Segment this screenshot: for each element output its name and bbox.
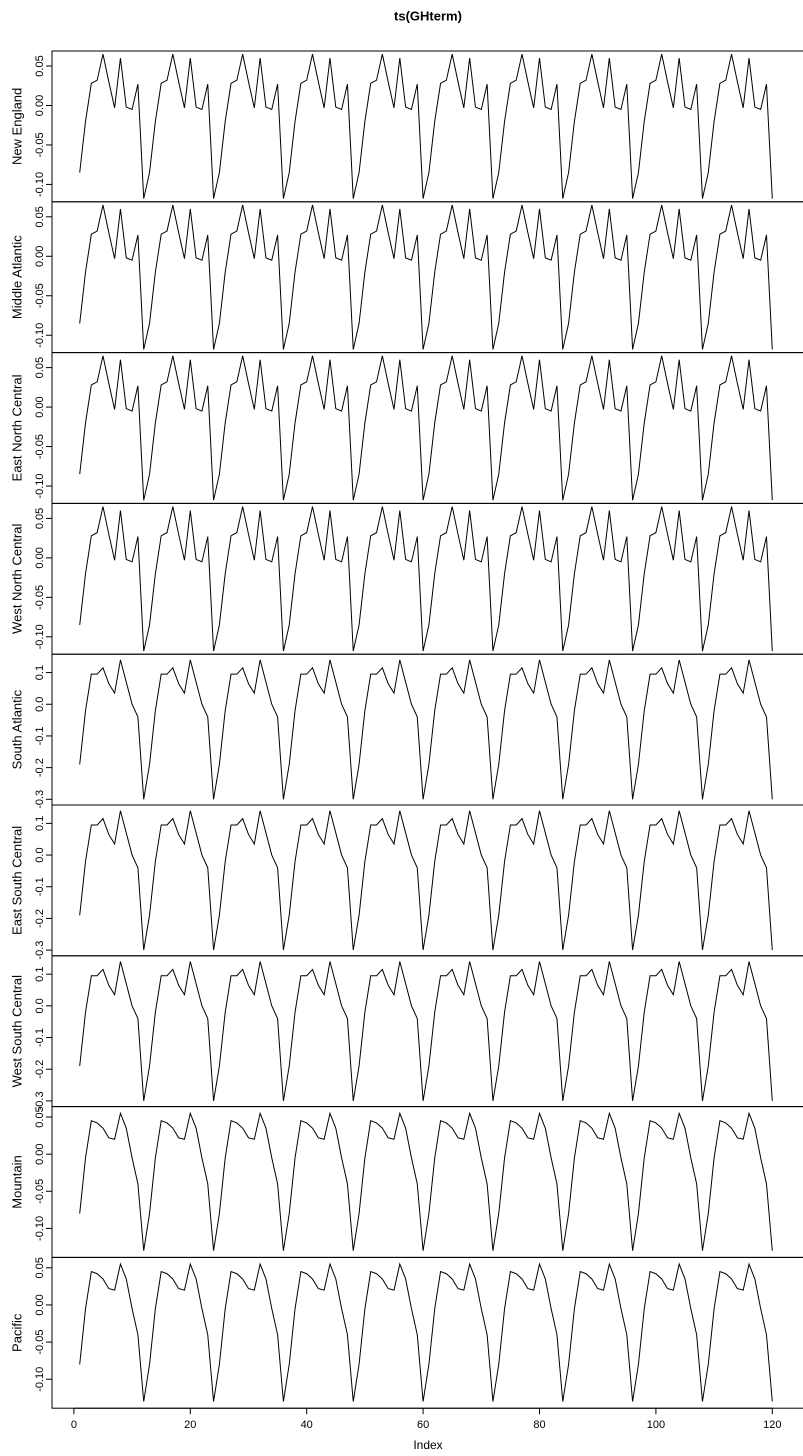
- x-tick-label: 60: [417, 1419, 429, 1431]
- panel-label: New England: [9, 88, 24, 165]
- y-tick-label: 0.00: [34, 246, 46, 267]
- y-tick-label: 0.00: [34, 95, 46, 116]
- y-tick-label: -0.10: [34, 1216, 46, 1241]
- panel-label: West North Central: [9, 524, 24, 634]
- y-tick-label: -0.05: [34, 1330, 46, 1355]
- series-line: [79, 1111, 773, 1251]
- panel-label: Pacific: [9, 1313, 24, 1352]
- panel-frame: [51, 955, 803, 1108]
- panel-frame: [51, 1106, 803, 1258]
- y-tick-label: -0.05: [34, 585, 46, 610]
- y-tick-label: -0.1: [34, 877, 46, 896]
- series-line: [79, 204, 773, 350]
- y-tick-label: 0.00: [34, 547, 46, 568]
- series-line: [79, 54, 773, 199]
- series-line: [79, 659, 773, 800]
- series-line: [79, 1262, 773, 1402]
- y-tick-label: -0.05: [34, 283, 46, 308]
- panel-label: East South Central: [9, 826, 24, 935]
- y-tick-label: -0.2: [34, 909, 46, 928]
- y-tick-label: -0.3: [34, 1091, 46, 1110]
- y-tick-label: -0.3: [34, 790, 46, 809]
- y-tick-label: -0.10: [34, 172, 46, 197]
- chart-title: ts(GHterm): [394, 8, 462, 23]
- y-tick-label: -0.10: [34, 624, 46, 649]
- y-tick-label: 0.00: [34, 1294, 46, 1315]
- panel-label: East North Central: [9, 374, 24, 481]
- y-tick-label: -0.05: [34, 1179, 46, 1204]
- y-tick-label: -0.2: [34, 1060, 46, 1079]
- panel-frame: [51, 804, 803, 957]
- y-tick-label: 0.1: [34, 816, 46, 831]
- y-tick-label: 0.1: [34, 967, 46, 982]
- panel-label: Mountain: [9, 1155, 24, 1208]
- y-tick-label: -0.10: [34, 1367, 46, 1392]
- series-line: [79, 355, 773, 501]
- y-tick-label: 0.05: [34, 508, 46, 529]
- x-tick-label: 0: [71, 1419, 77, 1431]
- y-tick-label: -0.10: [34, 473, 46, 498]
- y-tick-label: -0.05: [34, 434, 46, 459]
- y-tick-label: -0.10: [34, 323, 46, 348]
- x-tick-label: 120: [763, 1419, 781, 1431]
- y-tick-label: 0.05: [34, 357, 46, 378]
- y-tick-label: 0.00: [34, 396, 46, 417]
- x-tick-label: 20: [184, 1419, 196, 1431]
- y-tick-label: -0.1: [34, 726, 46, 745]
- y-tick-label: 0.05: [34, 1257, 46, 1278]
- series-line: [79, 810, 773, 951]
- series-line: [79, 506, 773, 652]
- y-tick-label: -0.1: [34, 1028, 46, 1047]
- x-tick-label: 40: [301, 1419, 313, 1431]
- panel-label: Middle Atlantic: [9, 235, 24, 319]
- y-tick-label: 0.0: [34, 847, 46, 862]
- y-tick-label: 0.0: [34, 697, 46, 712]
- y-tick-label: -0.05: [34, 132, 46, 157]
- series-line: [79, 961, 773, 1101]
- x-tick-label: 80: [533, 1419, 545, 1431]
- y-tick-label: 0.05: [34, 1106, 46, 1127]
- x-tick-label: 100: [647, 1419, 665, 1431]
- y-tick-label: 0.0: [34, 998, 46, 1013]
- x-axis-label: Index: [413, 1438, 442, 1452]
- y-tick-label: 0.05: [34, 55, 46, 76]
- y-tick-label: -0.2: [34, 758, 46, 777]
- panel-frame: [51, 1256, 803, 1409]
- y-tick-label: 0.00: [34, 1143, 46, 1164]
- y-tick-label: 0.1: [34, 665, 46, 680]
- y-tick-label: 0.05: [34, 206, 46, 227]
- panel-label: South Atlantic: [9, 689, 24, 769]
- panel-frame: [51, 653, 803, 806]
- y-tick-label: -0.3: [34, 941, 46, 960]
- panel-label: West South Central: [9, 975, 24, 1088]
